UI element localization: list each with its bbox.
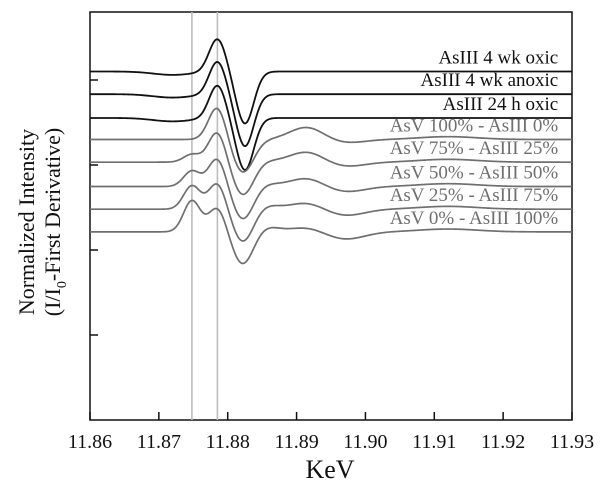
series-label-8: AsV 0% - AsIII 100% [390,208,559,229]
series-line-7 [90,183,572,242]
y-axis-title-line1: Normalized Intensity [14,129,39,315]
series-label-3: AsIII 24 h oxic [443,94,559,115]
x-tick-label-2: 11.87 [137,431,181,453]
x-axis-title: KeV [305,455,354,484]
series-line-6 [90,158,572,220]
series-label-6: AsV 50% - AsIII 50% [390,163,559,184]
series-line-2 [90,61,572,147]
y-axis-title-line2: (I/I0-First Derivative) [40,128,70,316]
x-tick-label-4: 11.89 [274,431,318,453]
series-group [90,38,572,265]
x-tick-label-8: 11.93 [550,431,594,453]
series-line-3 [90,84,572,171]
x-axis-ticks: 11.86 11.87 11.88 11.89 11.90 11.91 11.92 11.93 [68,412,594,453]
x-tick-label-7: 11.92 [481,431,525,453]
x-tick-label-5: 11.90 [343,431,387,453]
series-line-8 [90,199,572,265]
x-tick-label-6: 11.91 [412,431,456,453]
series-line-1 [90,38,572,125]
y-axis-title-post: -First Derivative) [40,128,65,281]
series-line-4 [90,107,572,173]
x-tick-label-1: 11.86 [68,431,112,453]
series-label-1: AsIII 4 wk oxic [438,48,558,69]
y-axis-title-sub: 0 [55,281,70,288]
series-label-4: AsV 100% - AsIII 0% [390,116,559,137]
series-label-7: AsV 25% - AsIII 75% [390,185,559,206]
y-axis-title-pre: (I/I [40,288,65,316]
series-line-5 [90,132,572,196]
series-label-2: AsIII 4 wk anoxic [421,70,559,91]
y-axis-title: Normalized Intensity (I/I0-First Derivat… [14,128,70,316]
plot-frame [89,11,573,421]
x-tick-label-3: 11.88 [206,431,250,453]
series-label-5: AsV 75% - AsIII 25% [390,138,559,159]
reference-lines [191,12,219,420]
y-axis-ticks [90,79,98,336]
